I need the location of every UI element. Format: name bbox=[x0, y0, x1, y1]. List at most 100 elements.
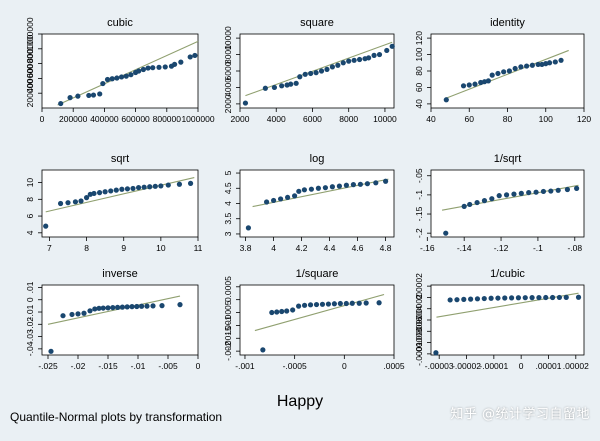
y-tick-label: 0 bbox=[25, 297, 35, 302]
x-tick-label: -.08 bbox=[567, 243, 582, 253]
data-point bbox=[124, 186, 131, 192]
data-point bbox=[366, 55, 372, 61]
data-point bbox=[356, 300, 362, 306]
data-point bbox=[454, 297, 460, 303]
data-point bbox=[315, 185, 321, 191]
y-tick-label: -.0001 bbox=[414, 342, 424, 366]
y-tick-label: 120 bbox=[414, 31, 424, 45]
data-point bbox=[75, 311, 81, 317]
data-point bbox=[543, 294, 549, 301]
data-point bbox=[104, 76, 111, 83]
x-tick-label: -.00001 bbox=[479, 361, 508, 371]
data-point bbox=[296, 188, 302, 194]
data-point bbox=[460, 83, 467, 89]
y-tick-label: 4 bbox=[223, 201, 233, 206]
x-tick-label: 0 bbox=[40, 114, 45, 124]
data-point bbox=[489, 72, 495, 78]
data-point bbox=[147, 184, 153, 190]
data-point bbox=[318, 68, 325, 74]
data-point bbox=[96, 305, 102, 311]
y-tick-label: 4 bbox=[25, 230, 35, 235]
x-tick-label: 600000 bbox=[121, 114, 150, 124]
data-point bbox=[269, 309, 275, 316]
data-point bbox=[113, 187, 119, 193]
x-tick-label: 4 bbox=[271, 243, 276, 253]
x-tick-label: -.1 bbox=[533, 243, 543, 253]
watermark: 知乎 @统计学习自留地 bbox=[450, 407, 590, 422]
data-point bbox=[83, 195, 90, 201]
data-point bbox=[501, 69, 507, 75]
panel-1/sqrt: 1/sqrt -.16 -.14 -.12 -.1 -.08 -.2 -.15 -.1 -.05 bbox=[414, 153, 585, 253]
data-point bbox=[383, 178, 389, 184]
data-point bbox=[307, 302, 314, 308]
data-point bbox=[172, 61, 178, 67]
data-point bbox=[343, 300, 349, 307]
data-point bbox=[301, 187, 307, 193]
data-point bbox=[564, 186, 571, 193]
data-point bbox=[274, 309, 280, 315]
data-point bbox=[389, 43, 395, 49]
x-tick-label: 7 bbox=[47, 243, 52, 253]
data-point bbox=[97, 91, 103, 97]
data-point bbox=[350, 182, 356, 188]
y-tick-label: 8 bbox=[25, 197, 35, 202]
x-tick-label: 80 bbox=[503, 114, 513, 124]
y-tick-label: 1000000 bbox=[25, 17, 35, 50]
x-tick-label: 200000 bbox=[59, 114, 88, 124]
panel-sqrt: sqrt 7 8 9 10 11 4 6 8 10 bbox=[25, 153, 203, 253]
data-point bbox=[130, 185, 136, 192]
x-tick-label: -.16 bbox=[420, 243, 435, 253]
x-tick-label: 2000 bbox=[231, 114, 250, 124]
x-tick-label: 100 bbox=[539, 114, 553, 124]
x-tick-label: 60 bbox=[465, 114, 475, 124]
y-tick-label: -.15 bbox=[414, 206, 424, 221]
data-point bbox=[165, 182, 171, 188]
y-tick-label: 40 bbox=[414, 99, 424, 109]
panel-identity: identity 40 60 80 100 120 40 60 80 100 120 bbox=[414, 17, 591, 124]
data-point bbox=[114, 75, 120, 81]
x-tick-label: 4.2 bbox=[296, 243, 308, 253]
y-tick-label: -.0015 bbox=[223, 326, 233, 350]
data-point bbox=[296, 303, 302, 309]
data-point bbox=[108, 188, 114, 194]
data-point bbox=[518, 190, 524, 196]
panel-1/cubic: 1/cubic-.00003-.00002-.00001 0.00001.0000… bbox=[414, 268, 589, 371]
plot-area bbox=[41, 33, 199, 109]
data-point bbox=[69, 311, 75, 318]
data-point bbox=[447, 297, 453, 303]
data-point bbox=[92, 306, 98, 312]
data-point bbox=[109, 76, 115, 82]
x-tick-label: 4.8 bbox=[380, 243, 392, 253]
data-point bbox=[496, 193, 502, 199]
data-point bbox=[284, 308, 290, 314]
x-tick-label: -.14 bbox=[457, 243, 472, 253]
x-tick-label: 4.6 bbox=[352, 243, 364, 253]
y-tick-label: -.001 bbox=[223, 315, 233, 335]
data-point bbox=[278, 196, 284, 202]
x-tick-label: .00002 bbox=[563, 361, 589, 371]
data-point bbox=[260, 347, 266, 353]
reference-line bbox=[47, 295, 181, 325]
x-tick-label: 800000 bbox=[153, 114, 182, 124]
data-point bbox=[373, 180, 379, 186]
plot-area bbox=[239, 169, 395, 238]
data-point bbox=[335, 62, 341, 68]
data-point bbox=[90, 92, 97, 98]
plot-area bbox=[239, 284, 395, 356]
data-point bbox=[461, 296, 467, 302]
y-tick-label: 3 bbox=[223, 231, 233, 236]
data-point bbox=[533, 189, 539, 195]
panel-title: inverse bbox=[102, 268, 137, 280]
panel-title: cubic bbox=[107, 17, 133, 29]
data-point bbox=[502, 295, 508, 301]
data-point bbox=[495, 70, 501, 77]
data-point bbox=[162, 64, 168, 70]
data-point bbox=[313, 70, 319, 76]
data-point bbox=[526, 189, 532, 196]
y-tick-label: 10 bbox=[25, 178, 35, 188]
y-tick-label: 8000 bbox=[223, 45, 233, 64]
data-point bbox=[474, 296, 481, 302]
y-tick-label: -.01 bbox=[25, 304, 35, 319]
x-tick-label: 8 bbox=[84, 243, 89, 253]
